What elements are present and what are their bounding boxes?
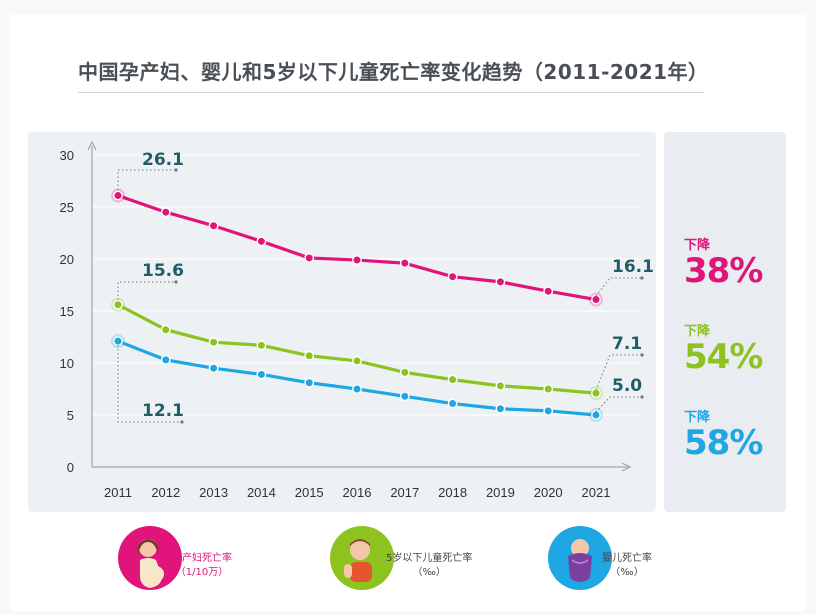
series-line <box>117 303 597 395</box>
data-point <box>160 207 171 218</box>
chart-title: 中国孕产妇、婴儿和5岁以下儿童死亡率变化趋势（2011-2021年） <box>78 60 709 84</box>
drop-label: 下降 <box>684 410 711 425</box>
legend-unit: （‰） <box>610 567 644 578</box>
x-tick-label: 2018 <box>438 485 467 500</box>
data-point <box>543 384 554 394</box>
data-label: 7.1 <box>612 334 642 354</box>
data-point <box>208 220 219 231</box>
callout-leader <box>117 169 176 190</box>
x-tick-label: 2017 <box>390 485 419 500</box>
data-point <box>208 363 219 374</box>
callout-dot <box>640 395 644 399</box>
plot-panel <box>28 132 656 512</box>
y-axis-arrow <box>87 140 97 151</box>
x-tick-label: 2019 <box>486 485 515 500</box>
callout-dot <box>174 168 178 172</box>
data-point <box>399 367 410 378</box>
drop-under5: 下降 54% <box>684 320 763 377</box>
data-point <box>399 258 410 269</box>
x-tick-label: 2015 <box>295 485 324 500</box>
drop-panel <box>664 132 786 512</box>
y-tick-label: 30 <box>60 148 74 163</box>
data-point <box>160 354 171 365</box>
callout-dot <box>640 353 644 357</box>
data-point <box>591 410 601 420</box>
callout-dot <box>640 276 644 280</box>
x-tick-label: 2013 <box>199 485 228 500</box>
data-point <box>399 391 410 402</box>
x-axis-arrow <box>621 462 632 472</box>
y-tick-label: 15 <box>60 304 74 319</box>
data-point <box>256 369 267 380</box>
data-point <box>304 253 315 263</box>
data-point <box>352 356 362 366</box>
data-label: 15.6 <box>142 261 184 281</box>
callout-dot <box>174 280 178 284</box>
data-point <box>304 350 315 361</box>
child-icon <box>330 526 394 590</box>
data-point <box>256 236 267 247</box>
data-point <box>495 380 506 391</box>
data-point <box>352 384 362 394</box>
data-point <box>591 294 601 305</box>
callout-leader <box>595 354 642 391</box>
data-point <box>447 398 458 409</box>
callout-leader <box>595 396 642 413</box>
legend-unit: （1/10万） <box>175 567 229 578</box>
callout-leader <box>595 277 642 297</box>
data-point <box>543 405 554 416</box>
swaddled-baby-icon <box>548 526 612 590</box>
data-point <box>113 336 123 347</box>
legend-label: 5岁以下儿童死亡率 <box>386 553 473 564</box>
drop-maternal: 下降 38% <box>684 234 763 291</box>
drop-label: 下降 <box>684 324 711 339</box>
x-tick-label: 2021 <box>582 485 611 500</box>
data-point <box>208 337 219 348</box>
x-tick-label: 2014 <box>247 485 276 500</box>
x-tick-label: 2011 <box>104 485 132 500</box>
y-tick-label: 20 <box>60 252 74 267</box>
x-tick-label: 2016 <box>343 485 372 500</box>
y-tick-label: 25 <box>60 200 74 215</box>
data-label: 16.1 <box>612 257 654 277</box>
drop-percent: 58% <box>684 423 763 463</box>
x-tick-label: 2012 <box>151 485 180 500</box>
data-point <box>113 190 123 201</box>
series-line <box>117 339 597 417</box>
data-point <box>447 374 458 385</box>
drop-infant: 下降 58% <box>684 406 763 463</box>
y-tick-label: 5 <box>67 408 74 423</box>
x-tick-label: 2020 <box>534 485 563 500</box>
callout-leader <box>117 281 176 300</box>
data-label: 5.0 <box>612 376 642 396</box>
data-point <box>352 255 362 265</box>
callout-leader <box>117 345 182 423</box>
data-point <box>256 340 267 351</box>
data-label: 26.1 <box>142 150 184 170</box>
data-point <box>591 388 601 399</box>
drop-percent: 54% <box>684 337 763 377</box>
pregnant-woman-icon <box>118 526 182 590</box>
data-point <box>160 324 171 335</box>
drop-label: 下降 <box>684 238 711 253</box>
data-point <box>447 271 458 282</box>
data-point <box>304 377 315 388</box>
data-point <box>495 276 506 287</box>
callout-dot <box>180 420 184 424</box>
y-tick-label: 10 <box>60 356 74 371</box>
data-point <box>495 403 506 414</box>
data-label: 12.1 <box>142 401 184 421</box>
legend-label: 婴儿死亡率 <box>602 553 652 564</box>
drop-percent: 38% <box>684 251 763 291</box>
data-point <box>543 286 554 297</box>
title-divider <box>78 92 704 93</box>
y-tick-label: 0 <box>67 460 74 475</box>
series-line <box>117 194 597 302</box>
data-point <box>113 299 123 310</box>
legend-unit: （‰） <box>412 567 446 578</box>
legend-label: 孕产妇死亡率 <box>172 553 232 564</box>
